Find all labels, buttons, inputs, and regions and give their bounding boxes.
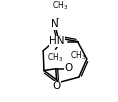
Text: O: O	[53, 81, 61, 91]
Text: CH$_3$: CH$_3$	[47, 51, 63, 64]
Text: CH$_3$: CH$_3$	[70, 50, 86, 62]
Text: N: N	[51, 19, 59, 29]
Text: HN: HN	[49, 36, 65, 46]
Text: CH$_3$: CH$_3$	[52, 0, 68, 12]
Text: O: O	[65, 63, 73, 73]
